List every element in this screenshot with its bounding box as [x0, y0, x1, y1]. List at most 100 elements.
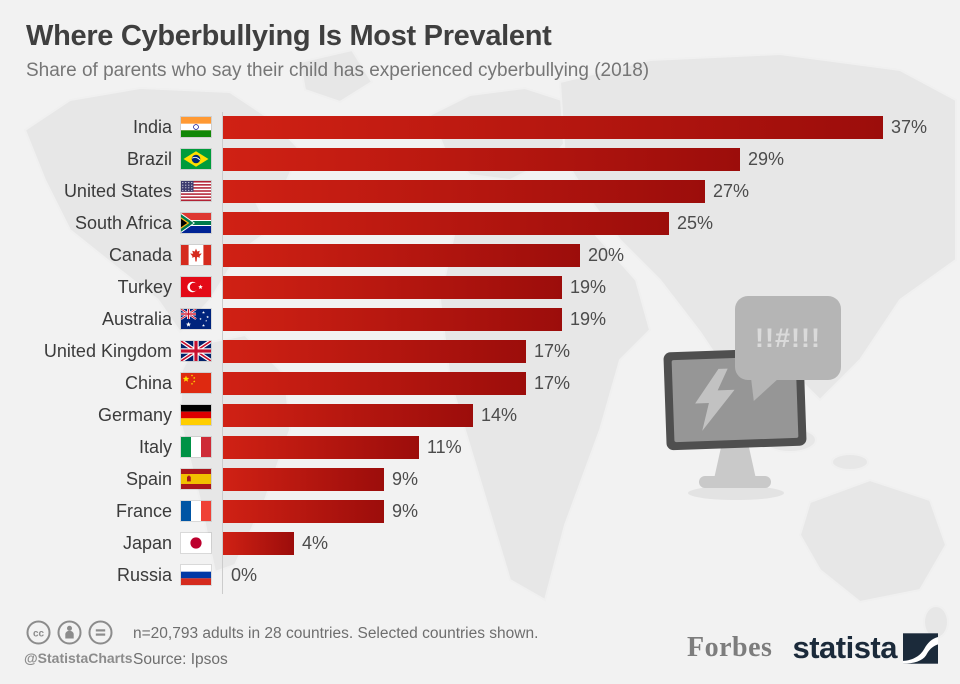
value-label: 25%	[677, 212, 714, 233]
statista-logo-icon	[903, 632, 938, 664]
bar	[223, 307, 562, 331]
bar-row: United Kingdom 17%	[0, 335, 950, 367]
country-label: United States	[63, 180, 172, 201]
bar-row: Canada 20%	[0, 239, 950, 271]
bar-row: France 9%	[0, 495, 950, 527]
value-label: 19%	[570, 276, 607, 297]
country-label: Brazil	[126, 148, 172, 169]
value-label: 0%	[231, 564, 258, 585]
bar-row: Germany 14%	[0, 399, 950, 431]
value-label: 17%	[534, 372, 571, 393]
bar-track: 19%	[223, 307, 950, 331]
value-label: 20%	[588, 244, 625, 265]
flag-au-icon	[181, 309, 211, 329]
cc-icon[interactable]: cc	[26, 620, 51, 645]
flag-cn-icon	[181, 373, 211, 393]
value-label: 17%	[534, 340, 571, 361]
value-label: 14%	[481, 404, 518, 425]
creative-commons-license[interactable]: cc	[26, 620, 113, 645]
statista-charts-credit[interactable]: @StatistaCharts	[24, 650, 133, 666]
bar	[223, 115, 883, 139]
attribution-icon[interactable]	[57, 620, 82, 645]
flag-in-icon	[181, 117, 211, 137]
flag-es-icon	[181, 469, 211, 489]
flag-za-icon	[181, 213, 211, 233]
bar-row: Italy 11%	[0, 431, 950, 463]
forbes-logo[interactable]: Forbes	[687, 632, 773, 663]
value-label: 9%	[392, 468, 419, 489]
bar-track: 11%	[223, 435, 950, 459]
bar	[223, 275, 562, 299]
bar-track: 37%	[223, 115, 950, 139]
statista-wordmark: statista	[792, 630, 897, 665]
bar-row: South Africa 25%	[0, 207, 950, 239]
bar	[223, 435, 419, 459]
value-label: 19%	[570, 308, 607, 329]
bar-row: India 37%	[0, 111, 950, 143]
bar-row: Spain 9%	[0, 463, 950, 495]
svg-text:cc: cc	[33, 628, 45, 639]
bar-track: 19%	[223, 275, 950, 299]
bar	[223, 147, 740, 171]
country-label: Russia	[116, 564, 172, 585]
flag-ru-icon	[181, 565, 211, 585]
bar-chart: India 37% Brazil 29% United States 27% South A…	[0, 111, 950, 591]
bar	[223, 339, 526, 363]
country-label: United Kingdom	[43, 340, 172, 361]
country-label: Australia	[101, 308, 172, 329]
bar	[223, 211, 669, 235]
country-label: France	[115, 500, 172, 521]
flag-tr-icon	[181, 277, 211, 297]
bar-track: 20%	[223, 243, 950, 267]
bar-row: Japan 4%	[0, 527, 950, 559]
bar-track: 17%	[223, 339, 950, 363]
flag-jp-icon	[181, 533, 211, 553]
flag-ca-icon	[181, 245, 211, 265]
country-label: Germany	[97, 404, 172, 425]
value-label: 9%	[392, 500, 419, 521]
page-subtitle: Share of parents who say their child has…	[26, 60, 650, 81]
country-label: China	[124, 372, 172, 393]
bar-row: United States 27%	[0, 175, 950, 207]
bar	[223, 403, 473, 427]
value-label: 11%	[427, 436, 462, 457]
bar	[223, 531, 294, 555]
bar-track: 27%	[223, 179, 950, 203]
bar-track: 4%	[223, 531, 950, 555]
sample-note: n=20,793 adults in 28 countries. Selecte…	[133, 625, 539, 642]
statista-logo[interactable]: statista	[792, 630, 938, 666]
bar-track: 0%	[223, 564, 950, 587]
bar	[223, 371, 526, 395]
bar	[223, 243, 580, 267]
header: Where Cyberbullying Is Most Prevalent Sh…	[26, 20, 649, 82]
bar	[223, 179, 705, 203]
footer: cc @StatistaCharts n=20,793 adults in 28…	[0, 612, 960, 684]
page-title: Where Cyberbullying Is Most Prevalent	[26, 20, 552, 52]
bar-track: 25%	[223, 211, 950, 235]
chart-notes: n=20,793 adults in 28 countries. Selecte…	[133, 621, 538, 673]
country-label: Turkey	[117, 276, 172, 297]
brand-logos: Forbes statista	[687, 630, 938, 666]
country-label: South Africa	[74, 212, 172, 233]
bar	[223, 499, 384, 523]
flag-de-icon	[181, 405, 211, 425]
bar-row: Brazil 29%	[0, 143, 950, 175]
axis-baseline	[222, 112, 223, 594]
bar-track: 17%	[223, 371, 950, 395]
country-label: Japan	[122, 532, 172, 553]
bar-row: Turkey 19%	[0, 271, 950, 303]
bar-track: 9%	[223, 467, 950, 491]
flag-br-icon	[181, 149, 211, 169]
country-label: India	[132, 116, 172, 137]
equals-icon[interactable]	[88, 620, 113, 645]
value-label: 37%	[891, 116, 928, 137]
bar-row: China 17%	[0, 367, 950, 399]
flag-gb-icon	[181, 341, 211, 361]
source-note: Source: Ipsos	[133, 651, 228, 668]
country-label: Spain	[125, 468, 172, 489]
bar-row: Russia 0%	[0, 559, 950, 591]
bar	[223, 467, 384, 491]
country-label: Canada	[108, 244, 172, 265]
bar-track: 29%	[223, 147, 950, 171]
